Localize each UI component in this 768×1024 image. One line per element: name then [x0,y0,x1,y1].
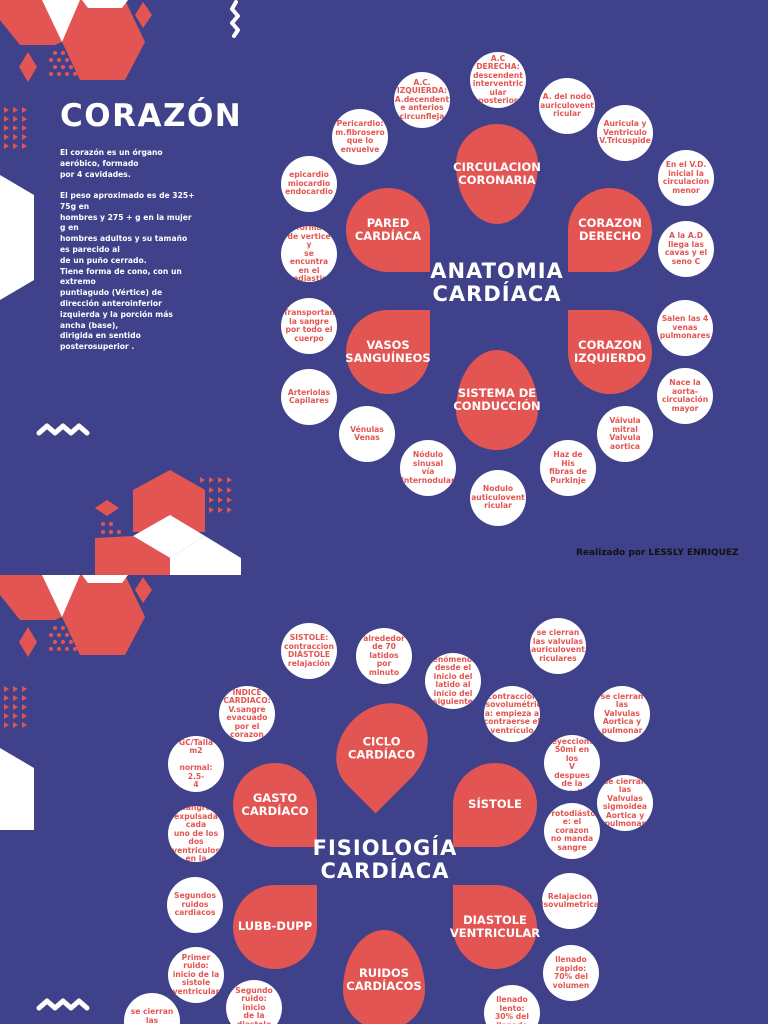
zigzag-icon [230,0,240,38]
bubble: fase de eyeccion: 50ml en los V despues … [544,735,600,791]
node-gasto-cardiaco[interactable]: GASTO CARDÍACO [233,763,317,847]
node-pared-cardiaca[interactable]: PARED CARDÍACA [346,188,430,272]
bubble: Segundos ruidos cardiacos [167,877,223,933]
center-title: FISIOLOGÍA CARDÍACA [312,836,458,884]
bubble: Transportan la sangre por todo el cuerpo [281,298,337,354]
node-label: SISTEMA DE CONDUCCIÓN [453,385,541,413]
node-lubb-dupp[interactable]: LUBB-DUPP [233,885,317,969]
physiology-page: CICLO CARDÍACO SÍSTOLE DIASTOLE VENTRICU… [0,575,768,1024]
bubble: alrededor de 70 latidos por minuto [356,628,412,684]
bubble: A.C. IZQUIERDA: A.decendent e anterios c… [394,72,450,128]
author-credit: Realizado por LESSLY ENRIQUEZ [576,548,739,558]
center-title: ANATOMIA CARDÍACA [430,259,564,307]
bubble: llenado lento: 30% del llenado [484,985,540,1024]
node-label: DIASTOLE VENTRICULAR [449,912,541,940]
bubble: se cierran las Valvulas sigmoidea Aortic… [597,775,653,831]
bubble: epicardio miocardio endocardio [281,156,337,212]
node-label: VASOS SANGUÍNEOS [345,337,431,365]
node-label: CORAZON DERECHO [578,215,642,243]
bubble: Primer ruido: inicio de la sistole ventr… [168,947,224,1003]
node-label: RUIDOS CARDÍACOS [346,965,422,993]
bubble: tiene forma de vertice y se encuntra en … [281,226,337,282]
anatomy-page: CORAZÓN El corazón es un órgano aeróbico… [0,0,739,575]
bubble: Cantidad de sangre expulsada cada uno de… [168,806,224,862]
node-label: CORAZON IZQUIERDO [573,337,647,365]
node-label: GASTO CARDÍACO [241,790,309,818]
node-sistole[interactable]: SÍSTOLE [453,763,537,847]
bubble: Nodulo auticulovent ricular [470,470,526,526]
bubble: Salen las 4 venas pulmonares [657,300,713,356]
bubble: Nace la aorta- circulación mayor [657,368,713,424]
node-circulacion-coronaria[interactable]: CIRCULACION CORONARIA [453,124,541,224]
node-ciclo-cardiaco[interactable]: CICLO CARDÍACO [317,684,447,814]
node-ruidos-cardiacos[interactable]: RUIDOS CARDÍACOS [343,930,425,1024]
node-label: CICLO CARDÍACO [348,734,416,762]
node-vasos-sanguineos[interactable]: VASOS SANGUÍNEOS [345,310,431,394]
node-label: PARED CARDÍACA [354,215,422,243]
bubble: Nódulo sinusal vía internodular [400,440,456,496]
wave-icon [36,998,90,1011]
bubble: Protodiástol e: el corazon no manda sang… [544,803,600,859]
node-label: LUBB-DUPP [237,919,313,934]
bubble: se cierran las valvulas auriculovent ric… [530,618,586,674]
bubble: Relajacion isovulmetrica [542,873,598,929]
intro-text: El corazón es un órgano aeróbico, formad… [60,148,195,352]
triangle-pattern-icon [2,683,32,728]
bubble: se cierran las Valvulas [124,993,180,1024]
bubble: En el V.D. inicial la circulacion menor [658,150,714,206]
node-corazon-derecho[interactable]: CORAZON DERECHO [568,188,652,272]
bubble: Segundo ruido: inicio de la diastole [226,980,282,1024]
bubble: SISTOLE: contraccion DIÁSTOLE relajación [281,623,337,679]
wave-icon [36,423,90,436]
node-sistema-conduccion[interactable]: SISTEMA DE CONDUCCIÓN [453,350,541,450]
bubble: Pericardio: m.fibrosero que lo envuelve [332,109,388,165]
bubble: fenómenos desde el inicio del latido al … [425,653,481,709]
hexagon-decoration-icon [0,0,152,82]
hexagon-cluster-icon [95,470,241,575]
bubble: Arteriolas Capilares [281,369,337,425]
white-hexagon-icon [0,748,34,830]
hexagon-decoration-icon [0,575,152,657]
bubble: A la A.D llega las cavas y el seno C [658,221,714,277]
bubble: GC/Talla m2 normal: 2.5- 4 [168,736,224,792]
bubble: Válvula mitral Valvula aortica [597,406,653,462]
bubble: Haz de His fibras de Purkinje [540,440,596,496]
bubble: A. del nodo auriculovent ricular [539,78,595,134]
bubble: Auricula y Ventriculo V.Tricuspide [597,105,653,161]
bubble: Contracción Isovolumétric a: empieza a c… [484,686,540,742]
node-label: SÍSTOLE [468,797,522,812]
bubble: A.C DERECHA: descendent interventric ula… [470,52,526,108]
bubble: INDICE CARDIACO: V.sangre evacuado por e… [219,686,275,742]
node-diastole-ventricular[interactable]: DIASTOLE VENTRICULAR [449,885,541,969]
node-corazon-izquierdo[interactable]: CORAZON IZQUIERDO [568,310,652,394]
bubble: llenado rapido: 70% del volumen [543,945,599,1001]
white-hexagon-icon [0,175,34,300]
node-label: CIRCULACION CORONARIA [453,159,541,187]
triangle-pattern-icon [2,104,32,149]
page-title: CORAZÓN [60,98,243,134]
bubble: se cierran las Valvulas Aortica y pulmon… [594,686,650,742]
bubble: Vénulas Venas [339,406,395,462]
